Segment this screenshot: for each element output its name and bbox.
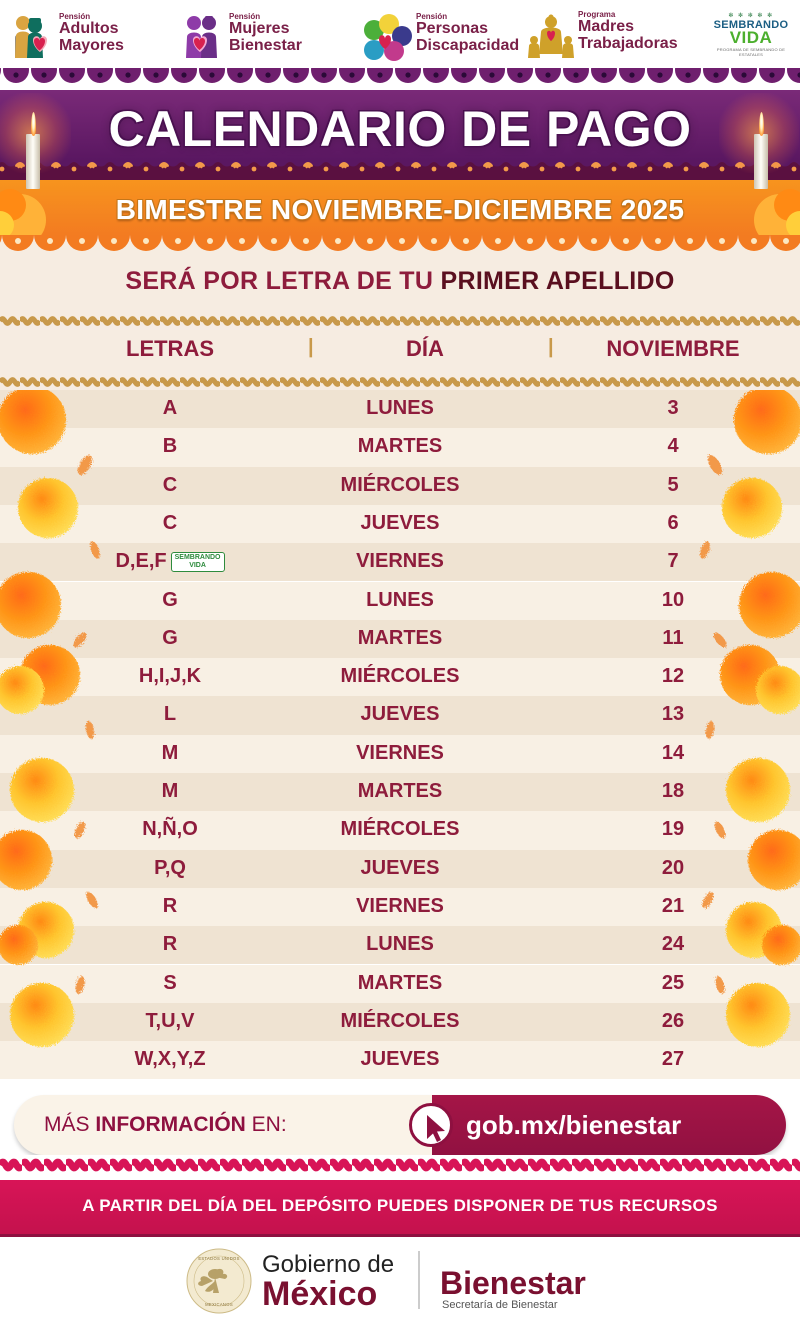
svg-text:ESTADOS UNIDOS: ESTADOS UNIDOS — [198, 1256, 239, 1261]
svg-text:MEXICANOS: MEXICANOS — [205, 1302, 233, 1307]
